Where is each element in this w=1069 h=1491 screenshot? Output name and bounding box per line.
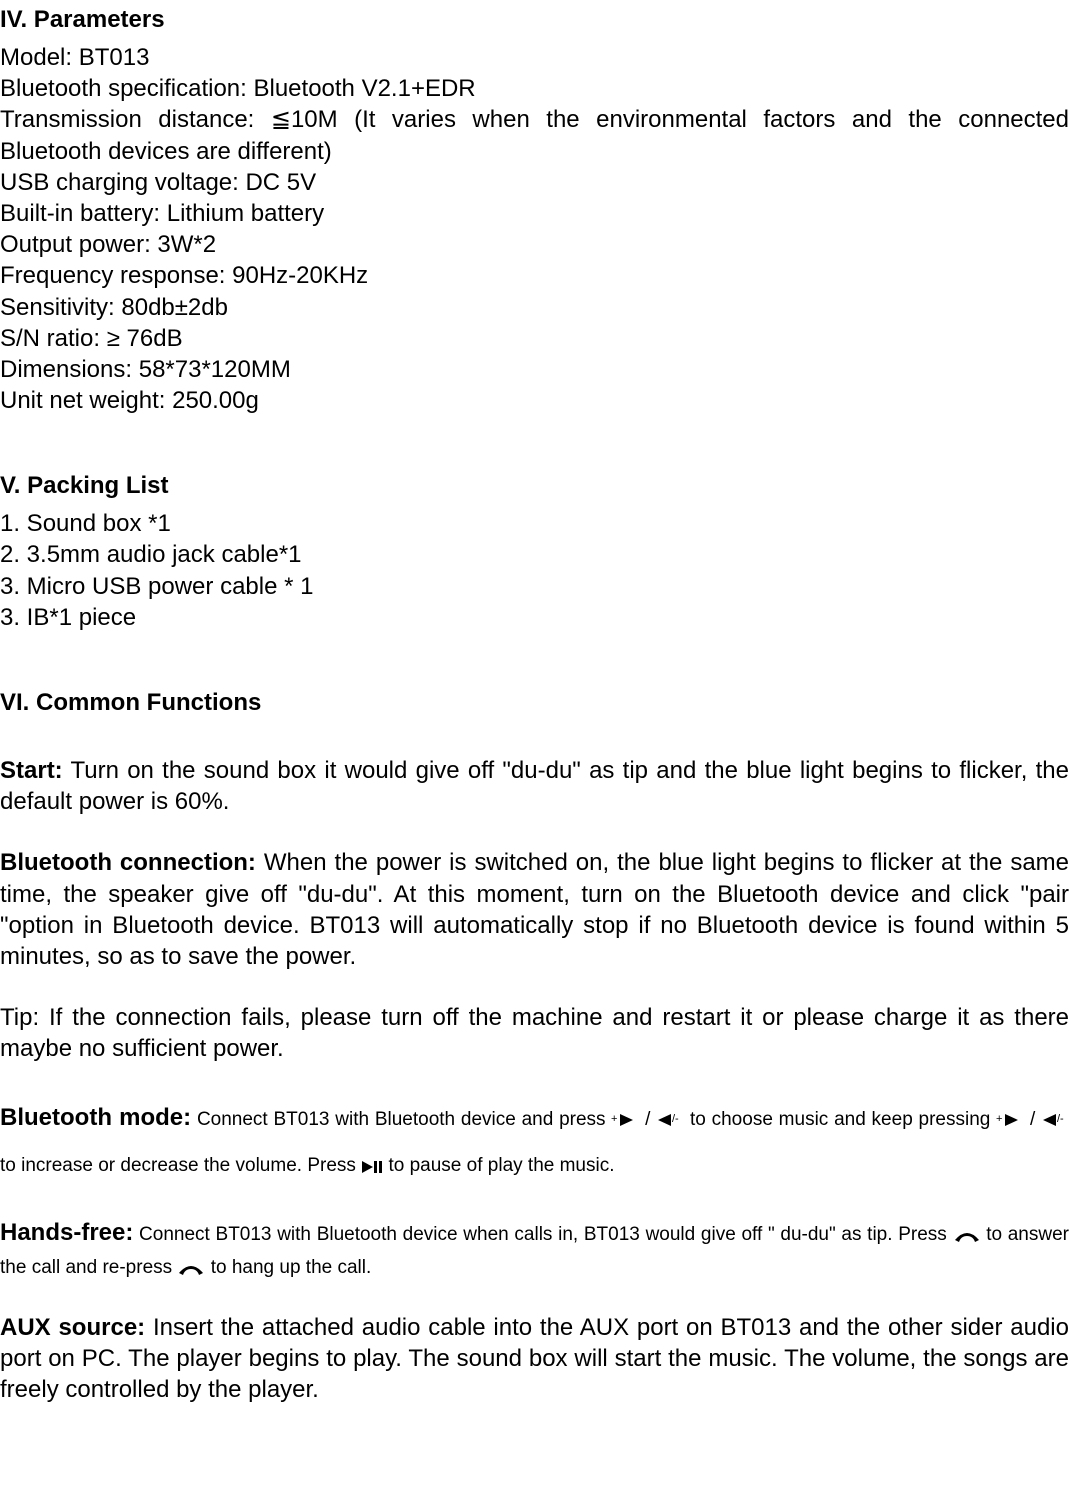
start-label: Start: bbox=[0, 757, 63, 784]
param-line-8: S/N ratio: ≥ 76dB bbox=[0, 323, 1069, 354]
packing-line-2: 3. Micro USB power cable * 1 bbox=[0, 571, 1069, 602]
prev-minus-icon: /- bbox=[656, 1095, 684, 1141]
slash-1: / bbox=[639, 1109, 656, 1130]
bt-mode-text-1: Connect BT013 with Bluetooth device and … bbox=[191, 1109, 611, 1130]
param-line-4: Built-in battery: Lithium battery bbox=[0, 198, 1069, 229]
hands-free-paragraph: Hands-free: Connect BT013 with Bluetooth… bbox=[0, 1217, 1069, 1282]
param-line-5: Output power: 3W*2 bbox=[0, 229, 1069, 260]
hf-text-1: Connect BT013 with Bluetooth device when… bbox=[133, 1224, 952, 1245]
bt-conn-label: Bluetooth connection: bbox=[0, 849, 256, 876]
param-line-0: Model: BT013 bbox=[0, 42, 1069, 73]
plus-next-icon-2: + bbox=[996, 1095, 1024, 1141]
param-line-2: Transmission distance: ≦10M (It varies w… bbox=[0, 104, 1069, 166]
start-text: Turn on the sound box it would give off … bbox=[0, 757, 1069, 815]
hf-text-3: to hang up the call. bbox=[205, 1257, 371, 1278]
bt-mode-text-3: to increase or decrease the volume. bbox=[0, 1155, 307, 1176]
bt-mode-text-4: Press bbox=[307, 1155, 361, 1176]
section-4-title: IV. Parameters bbox=[0, 6, 1069, 34]
param-line-9: Dimensions: 58*73*120MM bbox=[0, 354, 1069, 385]
prev-minus-icon-2: /- bbox=[1041, 1095, 1069, 1141]
svg-text:/-: /- bbox=[672, 1113, 679, 1125]
hf-label: Hands-free: bbox=[0, 1219, 133, 1246]
packing-line-0: 1. Sound box *1 bbox=[0, 508, 1069, 539]
param-line-1: Bluetooth specification: Bluetooth V2.1+… bbox=[0, 73, 1069, 104]
play-pause-icon bbox=[361, 1142, 383, 1188]
param-line-10: Unit net weight: 250.00g bbox=[0, 385, 1069, 416]
param-line-7: Sensitivity: 80db±2db bbox=[0, 292, 1069, 323]
packing-line-3: 3. IB*1 piece bbox=[0, 602, 1069, 633]
svg-text:+: + bbox=[611, 1113, 617, 1125]
aux-source-paragraph: AUX source: Insert the attached audio ca… bbox=[0, 1312, 1069, 1406]
bluetooth-mode-paragraph: Bluetooth mode: Connect BT013 with Bluet… bbox=[0, 1095, 1069, 1188]
document-page: IV. Parameters Model: BT013 Bluetooth sp… bbox=[0, 0, 1069, 1445]
param-line-3: USB charging voltage: DC 5V bbox=[0, 167, 1069, 198]
aux-label: AUX source: bbox=[0, 1314, 145, 1341]
section-5-title: V. Packing List bbox=[0, 472, 1069, 500]
param-line-6: Frequency response: 90Hz-20KHz bbox=[0, 260, 1069, 291]
plus-next-icon: + bbox=[611, 1095, 639, 1141]
aux-text: Insert the attached audio cable into the… bbox=[0, 1314, 1069, 1403]
slash-2: / bbox=[1024, 1109, 1041, 1130]
bt-mode-label: Bluetooth mode: bbox=[0, 1104, 191, 1131]
bt-mode-text-5: to pause of play the music. bbox=[383, 1155, 614, 1176]
svg-text:+: + bbox=[996, 1113, 1002, 1125]
section-6-title: VI. Common Functions bbox=[0, 689, 1069, 717]
bluetooth-connection-paragraph: Bluetooth connection: When the power is … bbox=[0, 847, 1069, 972]
packing-line-1: 2. 3.5mm audio jack cable*1 bbox=[0, 539, 1069, 570]
tip-paragraph: Tip: If the connection fails, please tur… bbox=[0, 1002, 1069, 1064]
start-paragraph: Start: Turn on the sound box it would gi… bbox=[0, 755, 1069, 817]
phone-icon bbox=[953, 1218, 981, 1249]
bt-mode-text-2: to choose music and keep pressing bbox=[684, 1109, 996, 1130]
phone-icon-2 bbox=[177, 1251, 205, 1282]
svg-text:/-: /- bbox=[1057, 1113, 1064, 1125]
